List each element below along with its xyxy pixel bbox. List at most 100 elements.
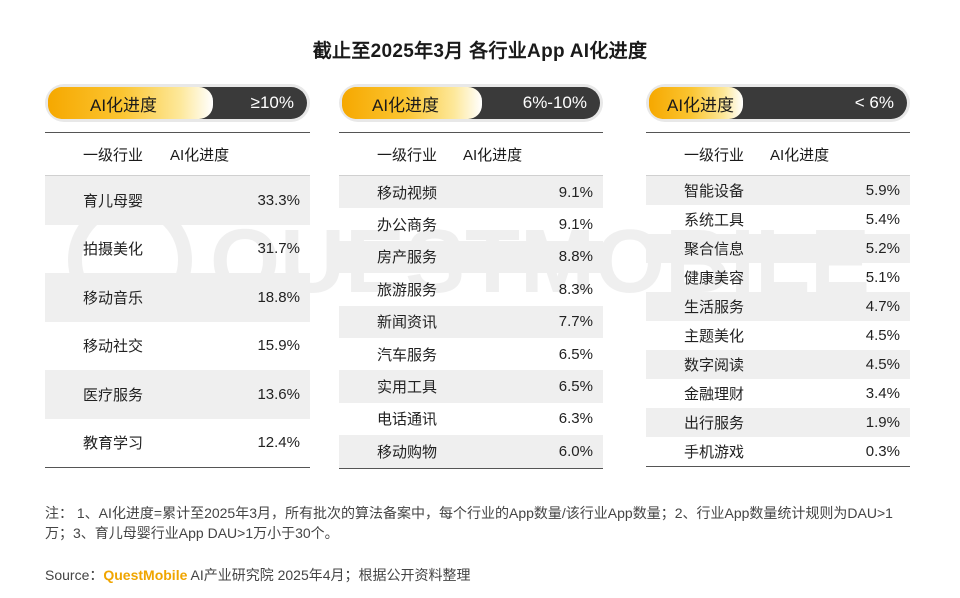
table-header: 一级行业 AI化进度	[646, 133, 910, 176]
industry-name: 数字阅读	[684, 357, 745, 374]
range-pill-value: ≥10%	[250, 93, 294, 112]
industry-name: 健康美容	[684, 270, 745, 287]
industry-name: 办公商务	[377, 217, 438, 235]
industry-name: 移动购物	[377, 443, 438, 461]
panel-group-2: AI化进度 6%-10% 一级行业 AI化进度移动视频 9.1% 办公商务 9.1% 房产服务…	[339, 84, 603, 469]
table-row: 主题美化 4.5%	[646, 321, 910, 350]
range-pill-value: < 6%	[854, 93, 894, 112]
table-row: 汽车服务 6.5%	[339, 338, 603, 370]
progress-value: 6.0%	[558, 442, 593, 460]
table-row: 系统工具 5.4%	[646, 205, 910, 234]
table-row: 移动音乐 18.8%	[45, 273, 310, 322]
range-pill: AI化进度 < 6%	[646, 84, 910, 122]
progress-value: 4.5%	[865, 327, 900, 344]
table-row: 移动视频 9.1%	[339, 176, 603, 209]
industry-name: 教育学习	[83, 435, 144, 453]
progress-value: 5.2%	[865, 240, 900, 257]
progress-value: 1.9%	[865, 414, 900, 431]
industry-name: 新闻资讯	[377, 314, 438, 332]
industry-name: 出行服务	[684, 415, 745, 432]
source-suffix: AI产业研究院 2025年4月；根据公开资料整理	[187, 567, 471, 583]
table-row: 电话通讯 6.3%	[339, 403, 603, 435]
table-row: 旅游服务 8.3%	[339, 273, 603, 305]
progress-value: 12.4%	[257, 434, 300, 452]
progress-value: 6.5%	[558, 378, 593, 396]
progress-value: 0.3%	[865, 443, 900, 460]
table-row: 育儿母婴 33.3%	[45, 176, 310, 225]
range-pill-label: AI化进度	[342, 87, 482, 119]
industry-name: 移动音乐	[83, 289, 144, 307]
progress-value: 31.7%	[257, 240, 300, 258]
table-row: 办公商务 9.1%	[339, 208, 603, 240]
industry-name: 聚合信息	[684, 241, 745, 258]
industry-name: 移动社交	[83, 338, 144, 356]
table-row: 出行服务 1.9%	[646, 408, 910, 437]
table-row: 拍摄美化 31.7%	[45, 225, 310, 274]
industry-name: 移动视频	[377, 184, 438, 202]
range-pill: AI化进度 ≥10%	[45, 84, 310, 122]
table-row: 健康美容 5.1%	[646, 263, 910, 292]
progress-value: 9.1%	[558, 216, 593, 234]
progress-value: 6.5%	[558, 345, 593, 363]
industry-name: 金融理财	[684, 386, 745, 403]
header-progress: AI化进度	[463, 146, 523, 164]
progress-value: 5.4%	[865, 211, 900, 228]
progress-value: 6.3%	[558, 410, 593, 428]
progress-value: 5.1%	[865, 269, 900, 286]
table-header: 一级行业 AI化进度	[45, 133, 310, 176]
header-industry: 一级行业	[377, 146, 438, 164]
table-row: 手机游戏 0.3%	[646, 437, 910, 466]
industry-name: 生活服务	[684, 299, 745, 316]
table-row: 房产服务 8.8%	[339, 240, 603, 274]
industry-name: 智能设备	[684, 183, 745, 200]
progress-value: 15.9%	[257, 337, 300, 355]
table-row: 移动社交 15.9%	[45, 322, 310, 371]
industry-table: 一级行业 AI化进度移动视频 9.1% 办公商务 9.1% 房产服务 8.8% 旅游服务 8.3…	[339, 132, 603, 469]
industry-name: 电话通讯	[377, 411, 438, 429]
progress-value: 4.7%	[865, 298, 900, 315]
range-pill: AI化进度 6%-10%	[339, 84, 603, 122]
table-header: 一级行业 AI化进度	[339, 133, 603, 176]
industry-name: 旅游服务	[377, 281, 438, 299]
header-progress: AI化进度	[170, 146, 230, 164]
header-progress: AI化进度	[770, 146, 830, 164]
progress-value: 18.8%	[257, 288, 300, 306]
table-row: 医疗服务 13.6%	[45, 370, 310, 419]
industry-name: 系统工具	[684, 212, 745, 229]
industry-name: 育儿母婴	[83, 192, 144, 210]
source-prefix: Source：	[45, 567, 104, 583]
table-row: 教育学习 12.4%	[45, 419, 310, 468]
table-row: 聚合信息 5.2%	[646, 234, 910, 263]
progress-value: 5.9%	[865, 182, 900, 199]
progress-value: 8.3%	[558, 280, 593, 298]
industry-name: 实用工具	[377, 379, 438, 397]
progress-value: 33.3%	[257, 191, 300, 209]
table-row: 生活服务 4.7%	[646, 292, 910, 321]
panel-group-3: AI化进度 < 6% 一级行业 AI化进度智能设备 5.9% 系统工具 5.4% 聚合信息 5.…	[646, 84, 910, 467]
progress-value: 4.5%	[865, 356, 900, 373]
industry-name: 拍摄美化	[83, 241, 144, 259]
industry-name: 主题美化	[684, 328, 745, 345]
source-brand: QuestMobile	[103, 567, 188, 583]
industry-name: 医疗服务	[83, 386, 144, 404]
range-pill-label: AI化进度	[649, 87, 743, 119]
range-pill-value: 6%-10%	[522, 93, 587, 112]
header-industry: 一级行业	[83, 146, 144, 164]
panel-group-1: AI化进度 ≥10% 一级行业 AI化进度育儿母婴 33.3% 拍摄美化 31.7% 移动音乐…	[45, 84, 310, 468]
industry-name: 房产服务	[377, 249, 438, 267]
progress-value: 3.4%	[865, 385, 900, 402]
table-row: 数字阅读 4.5%	[646, 350, 910, 379]
table-row: 新闻资讯 7.7%	[339, 305, 603, 338]
table-row: 智能设备 5.9%	[646, 176, 910, 205]
range-pill-label: AI化进度	[48, 87, 213, 119]
industry-name: 汽车服务	[377, 346, 438, 364]
progress-value: 9.1%	[558, 183, 593, 201]
header-industry: 一级行业	[684, 146, 745, 164]
progress-value: 13.6%	[257, 385, 300, 403]
table-row: 移动购物 6.0%	[339, 435, 603, 468]
footnote: 注： 1、AI化进度=累计至2025年3月，所有批次的算法备案中，每个行业的Ap…	[45, 505, 893, 541]
chart-title: 截止至2025年3月 各行业App AI化进度	[312, 41, 648, 62]
table-row: 金融理财 3.4%	[646, 379, 910, 408]
industry-table: 一级行业 AI化进度育儿母婴 33.3% 拍摄美化 31.7% 移动音乐 18.8% 移动社交…	[45, 132, 310, 468]
progress-value: 8.8%	[558, 248, 593, 266]
